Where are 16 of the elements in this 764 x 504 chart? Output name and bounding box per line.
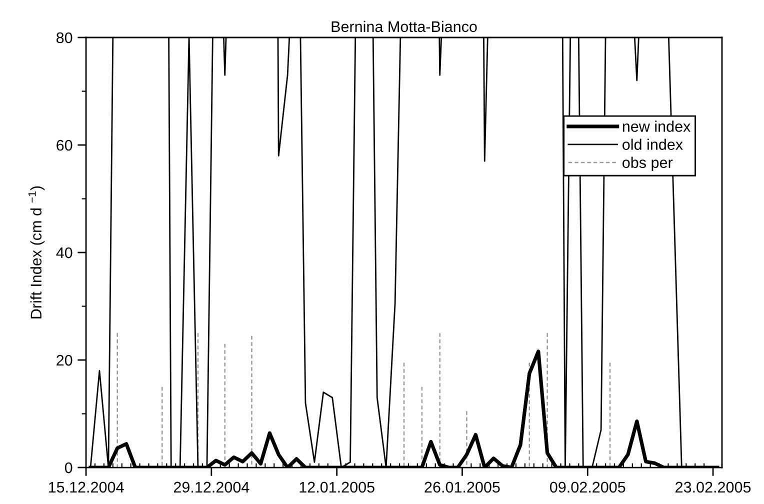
x-tick-label: 26.01.2005 [424,482,500,493]
x-tick-label: 29.12.2004 [174,482,250,493]
legend-label: old index [622,138,683,150]
legend-label: obs per [622,156,673,172]
x-tick-label: 23.02.2005 [676,482,751,493]
x-tick-label: 15.12.2004 [48,482,124,493]
y-tick-label: 80 [56,32,72,44]
y-axis-title: Drift Index (cm d $^{−1}$) [28,186,45,318]
chart-title: Bernina Motta-Bianco [332,20,477,32]
y-tick-label: 20 [56,354,72,366]
x-tick-label: 09.02.2005 [550,482,626,493]
legend-label: new index [622,120,691,132]
y-tick-label: 0 [64,462,72,474]
y-tick-label: 40 [56,247,72,258]
x-tick-label: 12.01.2005 [300,482,374,493]
y-tick-label: 60 [56,140,72,151]
